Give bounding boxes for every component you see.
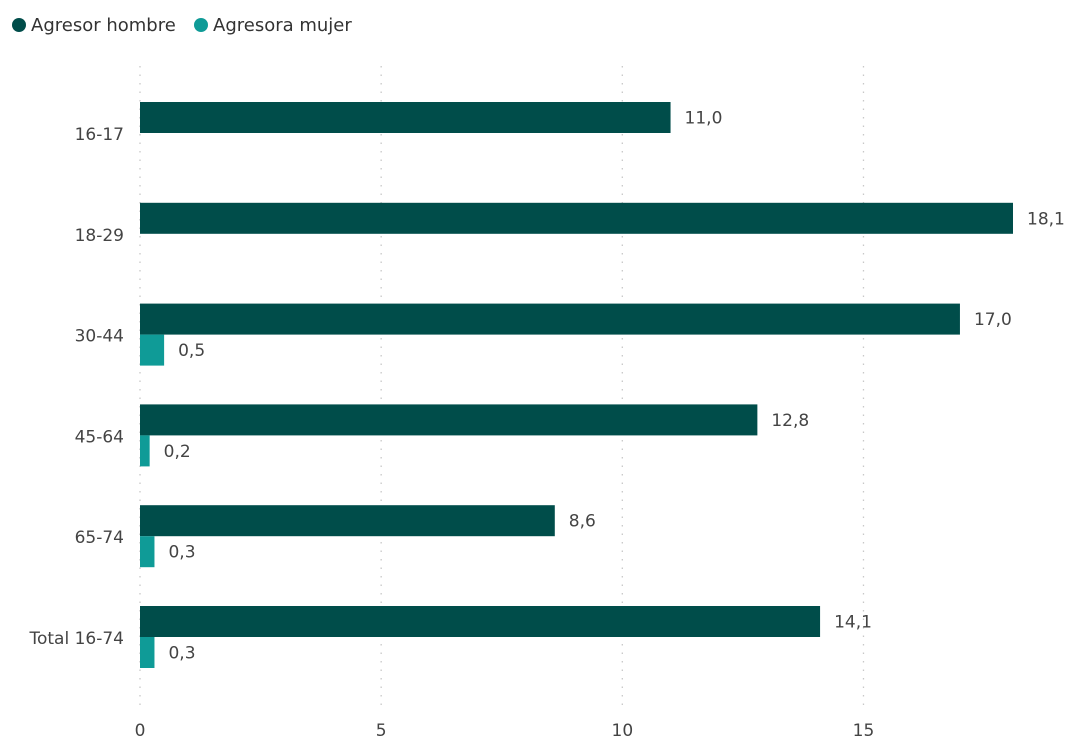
legend: Agresor hombre Agresora mujer <box>12 15 352 36</box>
x-tick-label: 15 <box>853 721 875 738</box>
bar <box>140 536 155 568</box>
legend-label-agresora-mujer: Agresora mujer <box>213 15 352 36</box>
category-label: 45-64 <box>75 427 124 447</box>
legend-marker-agresora-mujer <box>194 18 208 32</box>
x-tick-label: 5 <box>376 721 387 738</box>
data-label: 8,6 <box>569 512 596 532</box>
x-tick-labels: 0 5 10 15 <box>135 721 875 738</box>
bar <box>140 334 165 366</box>
data-label: 18,1 <box>1027 209 1065 229</box>
bar <box>140 637 155 668</box>
x-tick-label: 10 <box>612 721 634 738</box>
bar <box>140 606 821 637</box>
category-label: 18-29 <box>75 226 124 246</box>
data-label: 0,2 <box>164 442 191 462</box>
data-label: 0,5 <box>178 341 205 361</box>
legend-marker-agresor-hombre <box>12 18 26 32</box>
category-labels: 16-17 18-29 30-44 45-64 65-74 Total 16-74 <box>28 125 124 649</box>
data-label: 12,8 <box>771 411 809 431</box>
category-label: Total 16-74 <box>28 629 124 649</box>
category-label: 65-74 <box>75 528 124 548</box>
x-tick-label: 0 <box>135 721 146 738</box>
data-label: 17,0 <box>974 310 1012 330</box>
bars: 11,0 18,1 17,0 0,5 12,8 0,2 8,6 0,3 14,1 0,3 <box>140 102 1065 668</box>
bar <box>140 202 1013 234</box>
bar <box>140 505 555 537</box>
data-label: 11,0 <box>685 109 723 129</box>
data-label: 0,3 <box>168 644 195 664</box>
data-label: 0,3 <box>168 543 195 563</box>
category-label: 16-17 <box>75 125 124 145</box>
bar <box>140 435 150 467</box>
data-label: 14,1 <box>834 613 872 633</box>
bar <box>140 303 960 335</box>
category-label: 30-44 <box>75 327 124 347</box>
legend-label-agresor-hombre: Agresor hombre <box>31 15 176 36</box>
bar <box>140 102 671 133</box>
bar <box>140 404 758 436</box>
